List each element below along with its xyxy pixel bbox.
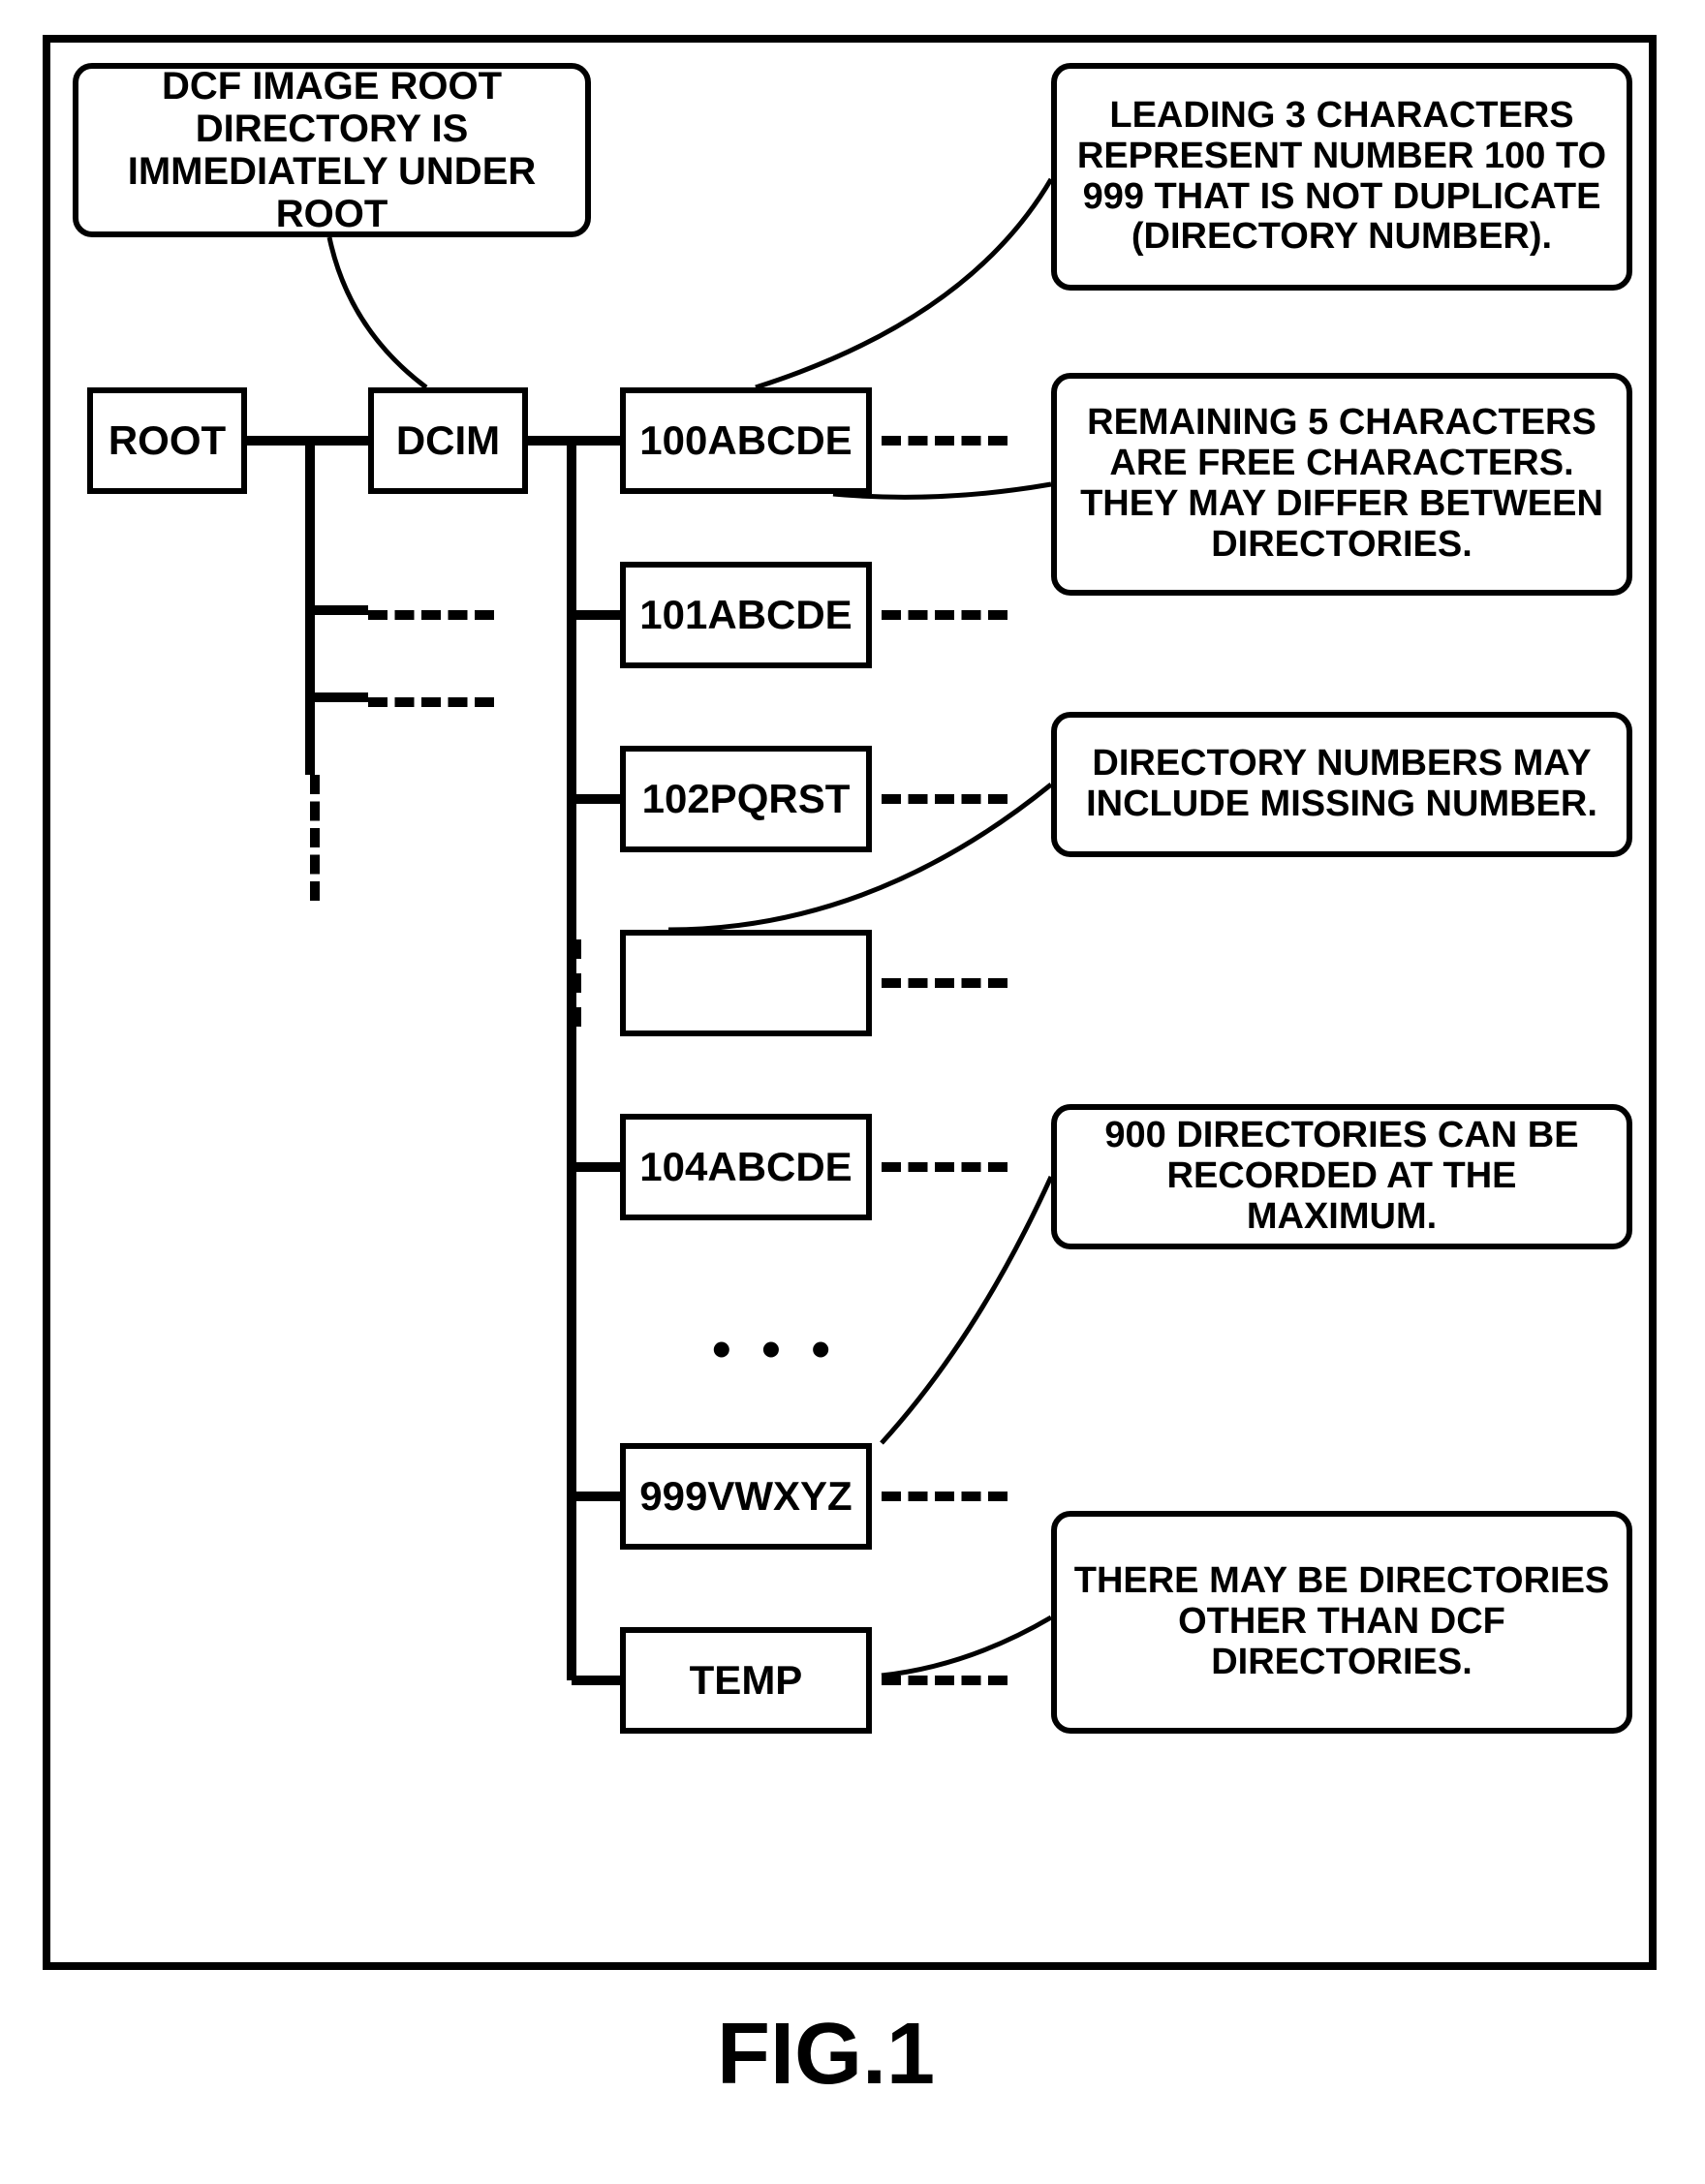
dash-stub — [882, 610, 1008, 620]
dash-stub — [882, 436, 1008, 446]
dash-stub — [882, 1676, 1008, 1685]
node-n101: 101ABCDE — [620, 562, 872, 668]
ellipsis: • • • — [712, 1317, 838, 1380]
dash-stub — [368, 697, 494, 707]
dash-stub — [882, 1162, 1008, 1172]
figure-label: FIG.1 — [717, 2005, 935, 2105]
callout-c0: DCF IMAGE ROOT DIRECTORY IS IMMEDIATELY … — [73, 63, 591, 237]
dash-stub — [882, 794, 1008, 804]
diagram-canvas: FIG.1 • • • DCF IMAGE ROOT DIRECTORY IS … — [0, 0, 1705, 2184]
connector-lines — [0, 0, 1705, 2184]
callout-c4: 900 DIRECTORIES CAN BE RECORDED AT THE M… — [1051, 1104, 1632, 1249]
dash-stub-vertical — [310, 775, 320, 901]
dash-stub — [882, 1492, 1008, 1501]
node-nblank — [620, 930, 872, 1036]
node-n102: 102PQRST — [620, 746, 872, 852]
callout-c2: REMAINING 5 CHARACTERS ARE FREE CHARACTE… — [1051, 373, 1632, 596]
node-root: ROOT — [87, 387, 247, 494]
callout-c3: DIRECTORY NUMBERS MAY INCLUDE MISSING NU… — [1051, 712, 1632, 857]
node-n100: 100ABCDE — [620, 387, 872, 494]
dash-stub-vertical — [572, 939, 581, 1027]
callout-c1: LEADING 3 CHARACTERS REPRESENT NUMBER 10… — [1051, 63, 1632, 291]
node-dcim: DCIM — [368, 387, 528, 494]
dash-stub — [368, 610, 494, 620]
node-n104: 104ABCDE — [620, 1114, 872, 1220]
node-n999: 999VWXYZ — [620, 1443, 872, 1550]
callout-c5: THERE MAY BE DIRECTORIES OTHER THAN DCF … — [1051, 1511, 1632, 1734]
node-ntemp: TEMP — [620, 1627, 872, 1734]
dash-stub — [882, 978, 1008, 988]
